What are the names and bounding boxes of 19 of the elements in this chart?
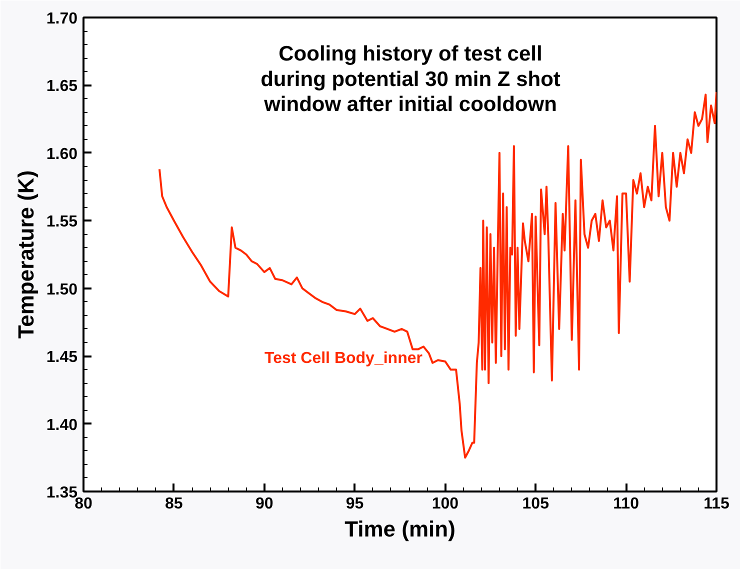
x-tick-label: 90 bbox=[255, 496, 274, 512]
x-tick-label: 110 bbox=[613, 496, 640, 512]
y-tick-label: 1.60 bbox=[46, 146, 78, 163]
y-tick-label: 1.70 bbox=[46, 10, 78, 28]
x-tick-label: 100 bbox=[432, 496, 459, 512]
text: Cooling history of test cell during potential 30 min Z shot window after initial cooldown bbox=[260, 42, 560, 116]
x-tick-label: 95 bbox=[346, 496, 364, 512]
x-tick-label: 85 bbox=[165, 496, 183, 512]
series-label: Test Cell Body_inner bbox=[264, 350, 422, 367]
x-tick-label: 115 bbox=[704, 496, 730, 512]
line-series bbox=[158, 90, 716, 459]
x-axis-title: Time (min) bbox=[344, 516, 456, 542]
y-axis-title: Temperature (K) bbox=[13, 170, 38, 339]
y-tick-label: 1.50 bbox=[46, 281, 78, 298]
x-tick-label: 105 bbox=[522, 496, 550, 512]
y-tick-label: 1.40 bbox=[46, 416, 78, 434]
y-tick-label: 1.45 bbox=[46, 349, 78, 366]
y-tick-label: 1.55 bbox=[46, 214, 78, 231]
y-tick-label: 1.65 bbox=[46, 78, 78, 96]
